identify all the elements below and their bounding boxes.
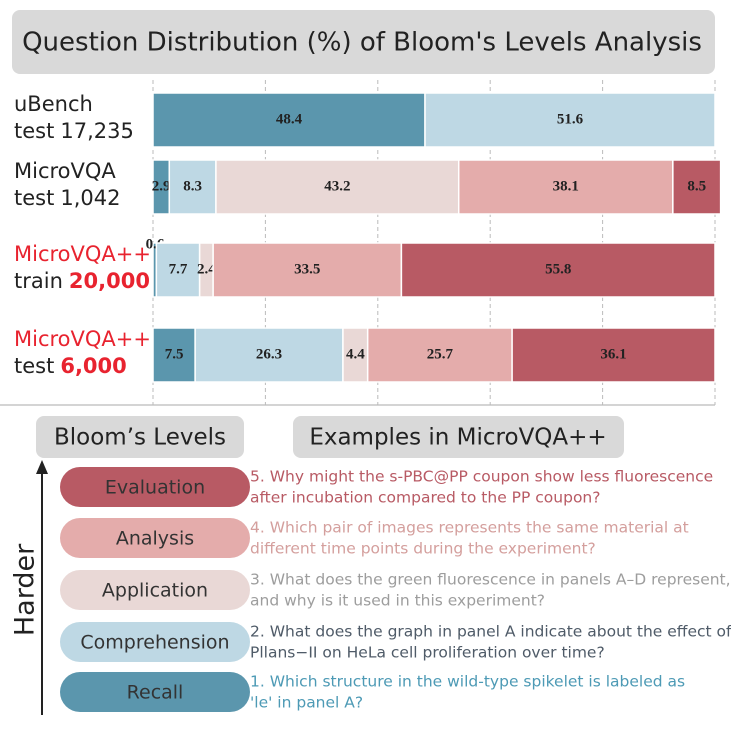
category-label: MicroVQA++ bbox=[14, 242, 151, 266]
example-text: after incubation compared to the PP coup… bbox=[250, 489, 600, 507]
value-label: 7.5 bbox=[165, 346, 184, 362]
examples-title: Examples in MicroVQA++ bbox=[309, 425, 606, 451]
bar-segment bbox=[168, 159, 217, 215]
bar-segment bbox=[215, 159, 460, 215]
bar-segment bbox=[366, 327, 513, 383]
bar-segment bbox=[400, 242, 716, 298]
examples-title-box bbox=[293, 416, 624, 458]
split-label: train bbox=[14, 269, 63, 293]
bar-segment bbox=[424, 92, 716, 148]
bar-segment bbox=[457, 159, 674, 215]
legend-label: Application bbox=[102, 580, 208, 602]
example-text: and why is it used in this experiment? bbox=[250, 592, 545, 610]
value-label: 51.6 bbox=[557, 111, 584, 127]
arrow-head bbox=[36, 460, 48, 474]
legend-swatch bbox=[60, 518, 250, 558]
chart-title: Question Distribution (%) of Bloom's Lev… bbox=[22, 28, 702, 58]
split-label: test bbox=[14, 119, 54, 143]
size-label: 17,235 bbox=[60, 119, 133, 143]
legend-swatch bbox=[60, 467, 250, 507]
bar-segment bbox=[152, 327, 196, 383]
category-sub: test 17,235 bbox=[14, 119, 134, 143]
bar-segment bbox=[194, 327, 344, 383]
value-label: 26.3 bbox=[256, 346, 282, 362]
value-label: 55.8 bbox=[545, 261, 571, 277]
size-label: 1,042 bbox=[60, 186, 120, 210]
legend-swatch bbox=[60, 570, 250, 610]
legend-title-box bbox=[36, 416, 244, 458]
legend-title: Bloom’s Levels bbox=[54, 425, 226, 451]
value-label: 33.5 bbox=[294, 261, 320, 277]
example-text: Pllans−II on HeLa cell proliferation ove… bbox=[250, 644, 605, 662]
legend-label: Evaluation bbox=[105, 477, 205, 499]
value-label: 2.9 bbox=[152, 178, 171, 194]
category-sub: test 1,042 bbox=[14, 186, 120, 210]
example-text: 5. Why might the s-PBC@PP coupon show le… bbox=[250, 468, 713, 486]
legend-swatch bbox=[60, 672, 250, 712]
example-text: 1. Which structure in the wild-type spik… bbox=[250, 673, 685, 691]
example-text: 2. What does the graph in panel A indica… bbox=[250, 623, 731, 641]
category-label: MicroVQA++ bbox=[14, 327, 151, 351]
legend-swatch bbox=[60, 622, 250, 662]
size-label: 20,000 bbox=[69, 269, 150, 293]
value-label: 36.1 bbox=[600, 346, 626, 362]
value-label: 7.7 bbox=[169, 261, 188, 277]
category-label: MicroVQA bbox=[14, 159, 116, 183]
bar-segment bbox=[511, 327, 716, 383]
value-label: 48.4 bbox=[276, 111, 303, 127]
value-label: 8.3 bbox=[183, 178, 202, 194]
category-label: uBench bbox=[14, 92, 93, 116]
split-label: test bbox=[14, 186, 54, 210]
category-sub: test 6,000 bbox=[14, 354, 127, 378]
example-text: 3. What does the green fluorescence in p… bbox=[250, 571, 731, 589]
value-label: 38.1 bbox=[553, 178, 579, 194]
example-text: 'le' in panel A? bbox=[250, 694, 363, 712]
value-label: 2.4 bbox=[197, 261, 216, 277]
legend-label: Analysis bbox=[116, 528, 194, 550]
bar-segment bbox=[672, 159, 722, 215]
value-label: 4.4 bbox=[346, 346, 365, 362]
legend-label: Recall bbox=[127, 682, 184, 704]
value-label: 43.2 bbox=[324, 178, 350, 194]
bar-segment bbox=[212, 242, 403, 298]
title-box bbox=[12, 10, 715, 74]
size-label: 6,000 bbox=[60, 354, 126, 378]
split-label: test bbox=[14, 354, 54, 378]
example-text: different time points during the experim… bbox=[250, 540, 596, 558]
value-label: 8.5 bbox=[687, 178, 706, 194]
value-label: 25.7 bbox=[427, 346, 454, 362]
category-sub: train 20,000 bbox=[14, 269, 150, 293]
example-text: 4. Which pair of images represents the s… bbox=[250, 519, 689, 537]
legend-label: Comprehension bbox=[80, 632, 229, 654]
axis-label: Harder bbox=[10, 543, 41, 636]
